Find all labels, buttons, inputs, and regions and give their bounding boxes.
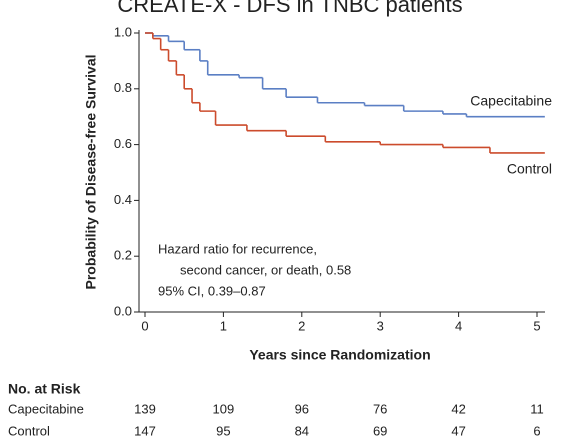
risk-count: 11 xyxy=(530,401,544,416)
x-tick-label: 5 xyxy=(533,318,540,333)
annotation: second cancer, or death, 0.58 xyxy=(180,262,351,277)
risk-count: 76 xyxy=(373,401,387,416)
annotation: 95% CI, 0.39–0.87 xyxy=(158,283,266,298)
y-tick-label: 0.8 xyxy=(114,80,132,95)
y-tick-label: 0.6 xyxy=(114,136,132,151)
risk-table-title: No. at Risk xyxy=(8,381,81,397)
risk-count: 69 xyxy=(373,423,387,438)
risk-count: 84 xyxy=(295,423,309,438)
y-tick-label: 0.4 xyxy=(114,192,132,207)
risk-count: 42 xyxy=(451,401,465,416)
risk-count: 47 xyxy=(451,423,465,438)
y-tick-label: 0.2 xyxy=(114,248,132,263)
series-label: Control xyxy=(507,161,552,177)
x-tick-label: 3 xyxy=(377,318,384,333)
risk-count: 95 xyxy=(216,423,230,438)
series-label: Capecitabine xyxy=(470,92,552,108)
x-axis-label: Years since Randomization xyxy=(249,347,430,363)
risk-count: 147 xyxy=(134,423,156,438)
x-tick-label: 1 xyxy=(220,318,227,333)
x-tick-label: 0 xyxy=(141,318,148,333)
risk-count: 109 xyxy=(213,401,235,416)
y-axis-label: Probability of Disease-free Survival xyxy=(83,55,99,290)
y-tick-label: 0.0 xyxy=(114,303,132,318)
risk-count: 6 xyxy=(533,423,540,438)
risk-row-name: Control xyxy=(8,423,50,438)
annotation: Hazard ratio for recurrence, xyxy=(158,241,317,256)
y-tick-label: 1.0 xyxy=(114,24,132,39)
risk-row-name: Capecitabine xyxy=(8,401,84,416)
x-tick-label: 2 xyxy=(298,318,305,333)
chart-title: CREATE-X - DFS in TNBC patients xyxy=(117,0,462,17)
risk-count: 139 xyxy=(134,401,156,416)
x-tick-label: 4 xyxy=(455,318,462,333)
risk-count: 96 xyxy=(295,401,309,416)
